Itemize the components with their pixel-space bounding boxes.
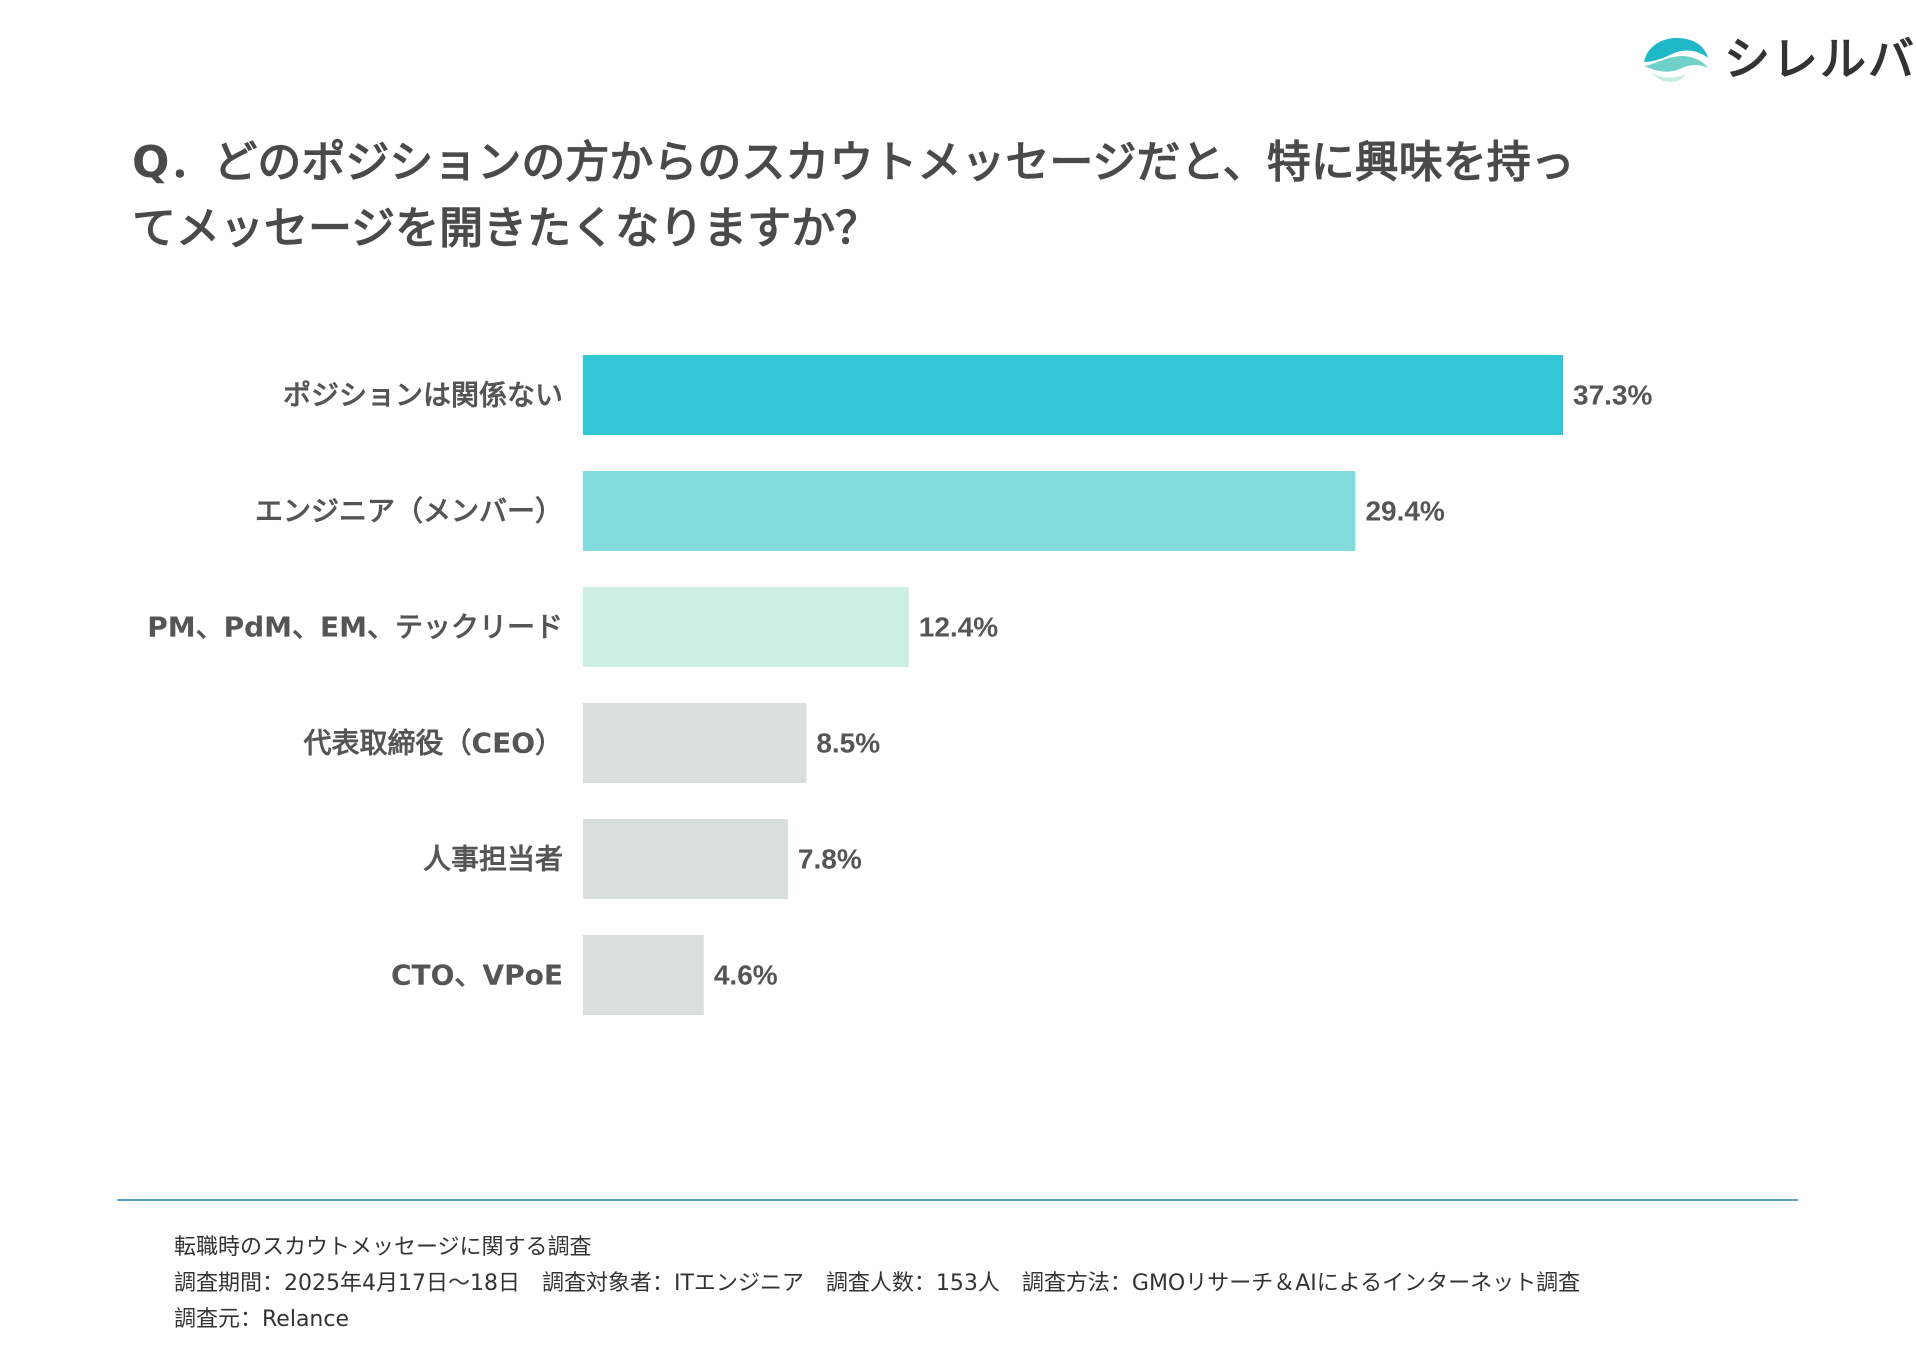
survey-details: 調査期間：2025年4月17日〜18日 調査対象者：ITエンジニア 調査人数：1… (174, 1271, 1581, 1296)
value-label-1: 29.4% (1365, 496, 1444, 527)
wave-logo-icon (1644, 38, 1708, 82)
category-label-2: PM、PdM、EM、テックリード (147, 611, 563, 644)
category-label-1: エンジニア（メンバー） (255, 495, 563, 528)
value-label-3: 8.5% (816, 728, 880, 759)
question-title-line2: てメッセージを開きたくなりますか？ (132, 203, 880, 254)
bar-3 (583, 703, 807, 783)
survey-source: 調査元：Relance (174, 1307, 350, 1332)
bar-0 (583, 355, 1563, 435)
survey-footer: 転職時のスカウトメッセージに関する調査 調査期間：2025年4月17日〜18日 … (174, 1230, 1580, 1338)
bar-2 (583, 587, 909, 667)
category-label-5: CTO、VPoE (391, 959, 563, 992)
category-label-0: ポジションは関係ない (283, 379, 563, 412)
category-label-3: 代表取締役（CEO） (303, 727, 563, 760)
horizontal-bar-chart: ポジションは関係ない 37.3% エンジニア（メンバー） 29.4% PM、PdM、EM… (147, 355, 1652, 1015)
question-title: Q．どのポジションの方からのスカウトメッセージだと、特に興味を持っ てメッセージ… (132, 130, 1672, 262)
value-label-5: 4.6% (714, 960, 778, 991)
survey-name: 転職時のスカウトメッセージに関する調査 (174, 1235, 592, 1260)
value-label-0: 37.3% (1573, 380, 1652, 411)
bar-5 (583, 935, 704, 1015)
footer-divider (117, 1199, 1798, 1201)
brand-name: シレルバ (1724, 32, 1916, 86)
value-label-4: 7.8% (798, 844, 862, 875)
value-label-2: 12.4% (919, 612, 998, 643)
question-title-line1: Q．どのポジションの方からのスカウトメッセージだと、特に興味を持っ (132, 137, 1575, 188)
brand-logo: シレルバ (1640, 32, 1916, 86)
category-label-4: 人事担当者 (423, 843, 563, 876)
bar-1 (583, 471, 1356, 551)
bar-4 (583, 819, 788, 899)
